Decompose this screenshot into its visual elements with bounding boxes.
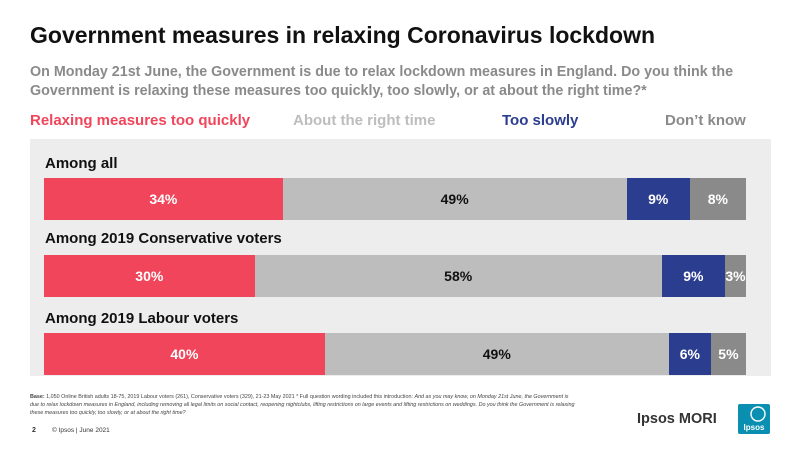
bar-segment: 58% [254,255,662,297]
bar-row: 30% 58% 9% 3% [44,255,746,297]
bar-segment: 49% [324,333,669,375]
bar-segment: 30% [44,255,255,297]
bar-segment: 40% [44,333,325,375]
bar-segment: 8% [689,178,746,220]
data-label: 5% [718,346,739,362]
legend-item-3: Too slowly [502,112,579,129]
ipsos-logo: Ipsos [738,404,770,434]
footnote-base-label: Base: [30,394,45,400]
bar-row: 40% 49% 6% 5% [44,333,746,375]
bar-segment: 3% [724,255,746,297]
data-label: 30% [135,268,164,284]
bar-segment: 34% [44,178,283,220]
bar-segment: 9% [661,255,725,297]
data-label: 58% [444,268,473,284]
bar-segment: 9% [626,178,690,220]
data-label: 49% [440,191,469,207]
page-number: 2 [32,427,36,434]
data-label: 3% [725,268,746,284]
legend-item-1: Relaxing measures too quickly [30,112,251,129]
legend-item-2: About the right time [293,112,436,129]
bar-segment: 6% [668,333,711,375]
data-label: 34% [149,191,178,207]
data-label: 8% [707,191,728,207]
question-subtitle: On Monday 21st June, the Government is d… [30,64,734,99]
page-title: Government measures in relaxing Coronavi… [30,22,656,48]
category-label: Among all [45,155,118,172]
data-label: 40% [170,346,199,362]
footnote-base-text: 1,050 Online British adults 18-75, 2019 … [44,394,415,400]
footnote-intro-text: And as you may know, on Monday 21st June… [30,394,575,416]
data-label: 49% [482,346,511,362]
bar-row: 34% 49% 9% 8% [44,178,746,220]
bar-segment: 5% [710,333,746,375]
ipsos-logo-text: Ipsos [744,423,765,432]
footnote: Base: 1,050 Online British adults 18-75,… [30,393,575,417]
brand-name: Ipsos MORI [637,411,717,427]
data-label: 6% [679,346,700,362]
copyright-text: © Ipsos | June 2021 [52,427,110,434]
data-label: 9% [648,191,669,207]
category-label: Among 2019 Labour voters [45,310,239,327]
legend-item-4: Don’t know [665,112,746,129]
category-label: Among 2019 Conservative voters [45,230,282,247]
data-label: 9% [683,268,704,284]
bar-segment: 49% [282,178,627,220]
